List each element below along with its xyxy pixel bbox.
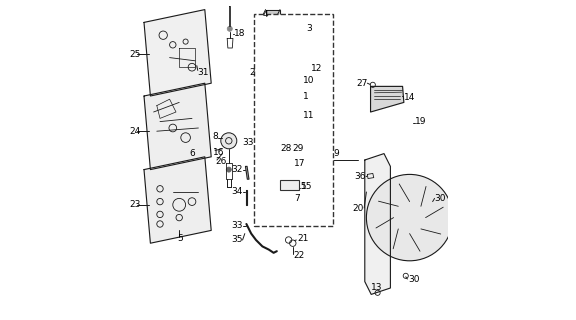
Polygon shape bbox=[370, 86, 404, 112]
Text: 25: 25 bbox=[130, 50, 141, 59]
Polygon shape bbox=[261, 19, 275, 38]
Text: 15: 15 bbox=[295, 182, 307, 191]
Polygon shape bbox=[365, 154, 391, 294]
Text: 6: 6 bbox=[190, 149, 195, 158]
Text: 34: 34 bbox=[231, 188, 242, 196]
Polygon shape bbox=[245, 166, 249, 179]
Circle shape bbox=[281, 159, 289, 168]
Text: 11: 11 bbox=[304, 111, 315, 120]
Bar bbox=[280, 180, 299, 190]
Text: 33: 33 bbox=[232, 221, 243, 230]
Text: 5: 5 bbox=[177, 234, 183, 243]
Text: 17: 17 bbox=[294, 159, 305, 168]
Text: 21: 21 bbox=[297, 234, 308, 243]
Text: 3: 3 bbox=[306, 24, 312, 33]
Polygon shape bbox=[246, 190, 247, 205]
Text: 29: 29 bbox=[293, 144, 304, 153]
Text: 4: 4 bbox=[263, 10, 268, 19]
Text: 20: 20 bbox=[353, 204, 364, 212]
Text: 8: 8 bbox=[212, 132, 218, 140]
Polygon shape bbox=[263, 182, 304, 202]
Text: 14: 14 bbox=[404, 93, 415, 102]
Circle shape bbox=[366, 174, 453, 261]
Text: 26: 26 bbox=[215, 157, 226, 166]
Polygon shape bbox=[144, 83, 211, 170]
Polygon shape bbox=[269, 118, 285, 134]
Text: 2: 2 bbox=[249, 68, 255, 76]
Polygon shape bbox=[261, 163, 306, 182]
Text: 35: 35 bbox=[231, 236, 242, 244]
Polygon shape bbox=[256, 61, 272, 86]
Circle shape bbox=[401, 210, 418, 226]
Text: 9: 9 bbox=[334, 149, 339, 158]
Text: 12: 12 bbox=[312, 64, 323, 73]
Text: 28: 28 bbox=[280, 144, 291, 153]
Text: 31: 31 bbox=[198, 68, 209, 76]
Text: 26: 26 bbox=[281, 182, 290, 191]
Polygon shape bbox=[266, 10, 280, 29]
Text: 24: 24 bbox=[130, 127, 141, 136]
Polygon shape bbox=[144, 10, 211, 96]
Text: 13: 13 bbox=[371, 284, 382, 292]
Polygon shape bbox=[259, 102, 278, 118]
Polygon shape bbox=[367, 173, 374, 179]
Text: 33: 33 bbox=[242, 138, 253, 147]
Circle shape bbox=[221, 133, 237, 149]
Text: 19: 19 bbox=[415, 117, 427, 126]
Text: 30: 30 bbox=[408, 276, 419, 284]
Text: 16: 16 bbox=[213, 148, 224, 156]
Polygon shape bbox=[301, 64, 310, 74]
Polygon shape bbox=[256, 38, 272, 61]
Circle shape bbox=[227, 26, 232, 31]
Circle shape bbox=[226, 167, 232, 172]
Text: 32: 32 bbox=[231, 165, 242, 174]
Text: 36: 36 bbox=[355, 172, 366, 181]
Polygon shape bbox=[144, 157, 211, 243]
Bar bbox=[255, 14, 333, 226]
Text: 30: 30 bbox=[434, 194, 446, 203]
Text: 23: 23 bbox=[130, 200, 141, 209]
Text: 22: 22 bbox=[293, 252, 304, 260]
Text: 1: 1 bbox=[304, 92, 309, 100]
Circle shape bbox=[276, 154, 294, 172]
Text: 27: 27 bbox=[356, 79, 367, 88]
Text: 10: 10 bbox=[304, 76, 315, 84]
Text: 7: 7 bbox=[294, 194, 300, 203]
Text: 18: 18 bbox=[234, 29, 246, 38]
Text: 15: 15 bbox=[301, 182, 312, 191]
